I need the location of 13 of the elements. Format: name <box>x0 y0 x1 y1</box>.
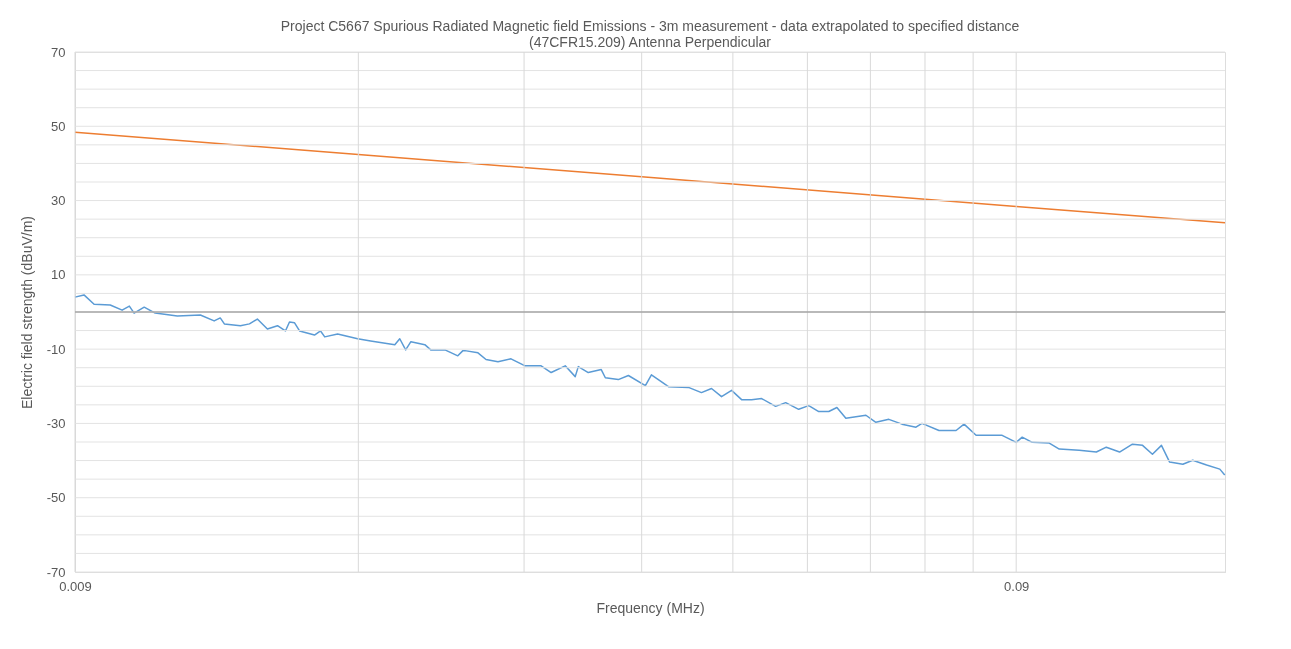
y-tick-label: 70 <box>51 44 66 60</box>
y-tick-label: -30 <box>46 415 66 431</box>
y-tick-label: 10 <box>51 267 66 283</box>
x-tick-label: 0.09 <box>1004 578 1030 594</box>
y-tick-label: -50 <box>46 490 66 506</box>
y-axis-title: Electric field strength (dBuV/m) <box>18 216 35 409</box>
chart-title: Project C5667 Spurious Radiated Magnetic field Emissions - 3m measurement - data extrapolated to specified distance (47CFR15.209) Antenna Perpendicular <box>280 18 1020 50</box>
y-tick-label: 30 <box>51 193 66 209</box>
y-tick-label: 50 <box>51 118 66 134</box>
y-tick-label: -10 <box>46 341 66 357</box>
x-tick-label: 0.009 <box>59 578 92 594</box>
y-tick-label: -70 <box>46 564 66 580</box>
x-axis-title: Frequency (MHz) <box>596 599 705 616</box>
